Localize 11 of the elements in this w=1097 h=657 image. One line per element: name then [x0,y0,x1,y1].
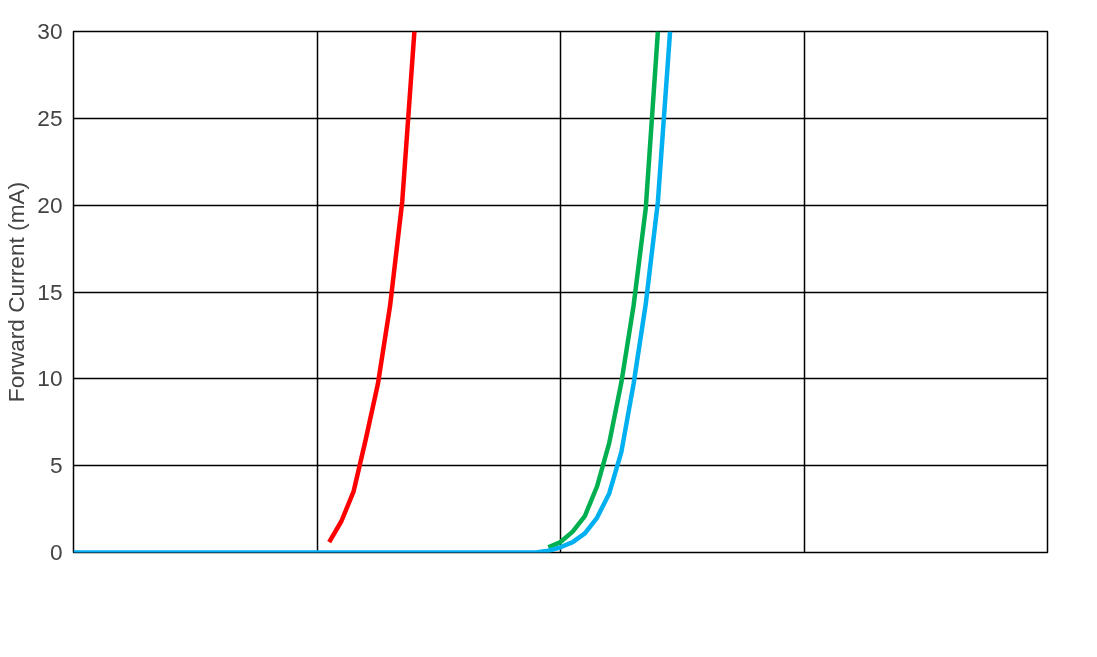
y-tick-label: 20 [37,191,63,218]
y-tick-label: 30 [37,18,63,44]
y-axis-title: Forward Current (mA) [3,181,30,403]
y-tick-label: 25 [37,104,63,131]
y-tick-label: 0 [49,539,63,565]
y-tick-label: 15 [37,278,63,305]
y-tick-label: 5 [49,452,63,479]
line-series [73,31,673,553]
line-series [546,31,661,550]
y-tick-label: 10 [37,365,63,392]
line-series [326,31,417,545]
